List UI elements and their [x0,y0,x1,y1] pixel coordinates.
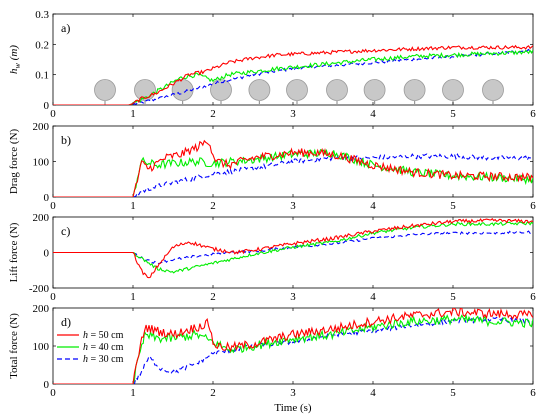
x-tick-label: 1 [130,200,136,212]
x-tick-label: 0 [50,291,56,303]
panel-label: c) [61,224,70,238]
tree-icon [94,79,116,101]
y-tick-label: 200 [33,303,50,315]
x-tick-label: 6 [530,387,536,399]
series-line-1 [53,44,533,105]
x-tick-label: 2 [210,291,216,303]
series-line-1 [53,139,533,197]
legend-label: h = 50 cm [83,330,124,341]
y-tick-label: 0 [44,192,50,204]
y-tick-label: 200 [33,212,50,224]
y-tick-label: 0.3 [35,9,49,21]
tree-icon [363,79,386,101]
x-tick-label: 0 [50,108,56,120]
x-tick-label: 4 [370,108,376,120]
panel-4: 0 1 2 3 4 5 6 0 100 200 Total force (N) d) Time (s) h… [8,303,536,414]
x-tick-label: 2 [210,200,216,212]
legend-label: h = 40 cm [83,342,124,353]
x-tick-label: 6 [530,108,536,120]
y-tick-label: 0.2 [35,39,49,51]
y-axis-label: Lift force (N) [8,222,20,282]
series-line-2 [53,221,533,274]
x-tick-label: 3 [290,108,296,120]
x-tick-label: 6 [530,200,536,212]
x-tick-label: 4 [370,387,376,399]
y-tick-label: 100 [33,157,50,169]
y-tick-label: 0.1 [35,70,49,82]
series-line-1 [53,218,533,279]
x-tick-label: 6 [530,291,536,303]
series-line-3 [53,48,533,105]
x-tick-label: 2 [210,108,216,120]
x-tick-label: 1 [130,387,136,399]
series-line-3 [53,230,533,265]
series-line-2 [53,313,533,384]
panel-1: 0 1 2 3 4 5 6 0 0.1 0.2 0.3 hw (m) a) [8,9,536,120]
panel-label: d) [61,315,71,329]
x-tick-label: 5 [450,291,456,303]
axes-frame [52,125,534,198]
y-axis-label: Drag force (N) [8,128,20,194]
series-line-1 [53,308,533,384]
x-tick-label: 0 [50,387,56,399]
tree-icon [248,79,271,101]
x-tick-label: 4 [370,291,376,303]
series-line-3 [53,316,533,384]
x-tick-label: 1 [130,108,136,120]
x-tick-label: 5 [450,387,456,399]
y-tick-label: 200 [33,121,50,133]
legend-label: h = 30 cm [83,354,124,365]
tree-icon [286,79,308,101]
tree-icon [482,79,504,101]
y-tick-label: 0 [44,379,50,391]
panel-label: b) [61,133,71,147]
y-tick-label: -200 [29,283,50,295]
panel-label: a) [61,21,70,35]
x-tick-label: 1 [130,291,136,303]
tree-icon [326,79,348,101]
panel-2: 0 1 2 3 4 5 6 0 100 200 Drag force (N) b) [8,121,536,212]
y-tick-label: 100 [33,341,50,353]
x-tick-label: 2 [210,387,216,399]
y-tick-label: 0 [44,100,50,112]
x-tick-label: 5 [450,108,456,120]
y-axis-label: Total force (N) [8,313,20,379]
tree-icon [442,79,464,101]
x-tick-label: 0 [50,200,56,212]
tree-icon [403,79,426,101]
x-tick-label: 4 [370,200,376,212]
x-tick-label: 3 [290,387,296,399]
x-axis-label: Time (s) [274,402,312,414]
x-tick-label: 3 [290,291,296,303]
x-tick-label: 5 [450,200,456,212]
y-tick-label: 0 [44,248,50,260]
x-tick-label: 3 [290,200,296,212]
y-axis-label: hw (m) [8,45,22,74]
